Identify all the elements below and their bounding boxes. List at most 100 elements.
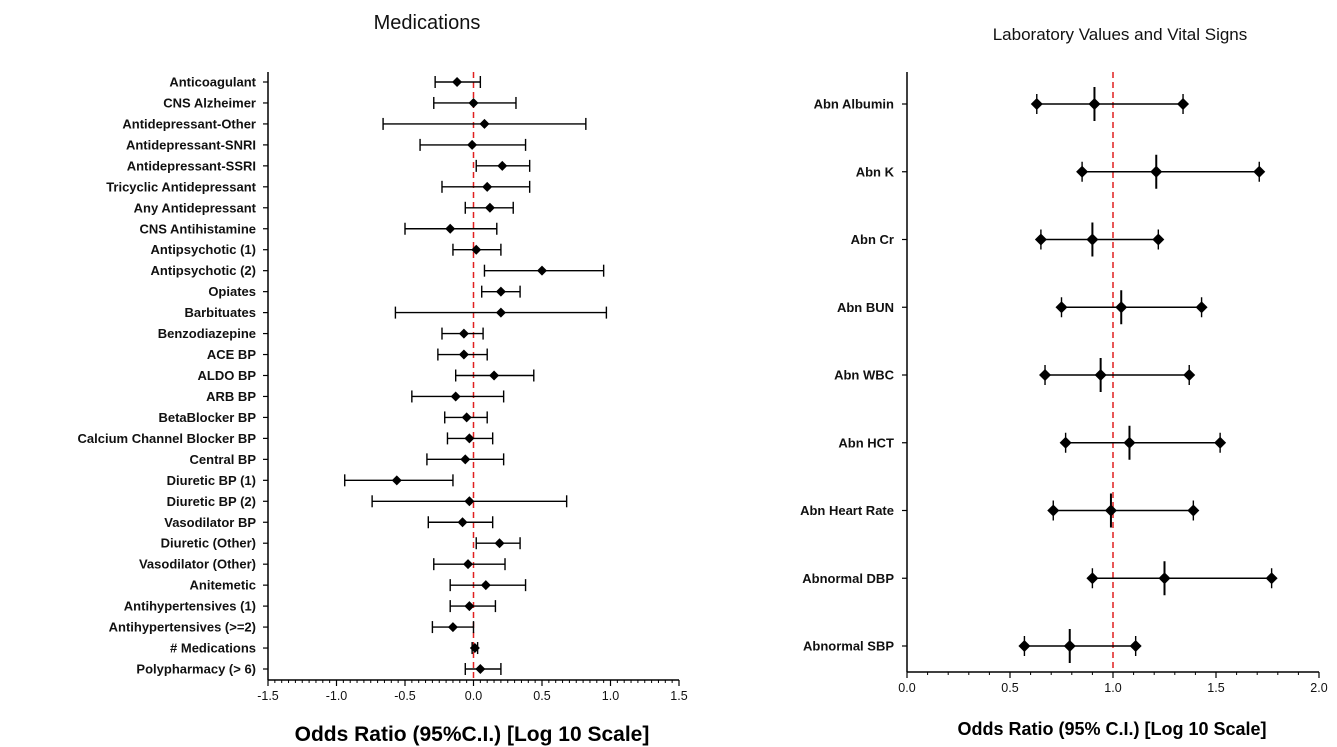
estimate-marker (464, 496, 475, 507)
ci-lower-marker (1018, 640, 1031, 652)
estimate-marker (1086, 233, 1099, 246)
ci-upper-marker (1253, 165, 1266, 178)
medications-x-axis-title: Odds Ratio (95%C.I.) [Log 10 Scale] (295, 723, 650, 746)
medications-chart-title: Medications (374, 12, 481, 34)
category-label: ALDO BP (198, 368, 257, 383)
medications-panel: Medications -1.5 -1.0 -0.5 0.0 0.5 1.0 1.5 Anti… (78, 12, 688, 746)
category-label: Antidepressant-SSRI (127, 158, 256, 173)
estimate-marker (461, 412, 472, 423)
category-label: Antidepressant-SNRI (126, 137, 256, 152)
ci-lower-marker (1055, 301, 1068, 314)
estimate-marker (469, 643, 480, 654)
category-label: Abn K (856, 164, 895, 179)
estimate-marker (1123, 436, 1136, 449)
category-label: Barbituates (184, 305, 256, 320)
category-label: Abn HCT (838, 435, 894, 450)
category-label: Abn Heart Rate (800, 503, 894, 518)
estimate-marker (475, 664, 486, 674)
estimate-marker (452, 77, 463, 87)
estimate-marker (489, 370, 500, 381)
ci-upper-marker (1152, 233, 1165, 246)
category-label: Benzodiazepine (158, 326, 256, 341)
ci-upper-marker (1183, 369, 1196, 381)
category-label: Anticoagulant (169, 75, 256, 90)
category-label: Diuretic BP (2) (167, 494, 256, 509)
category-label: Polypharmacy (> 6) (136, 662, 256, 677)
category-label: BetaBlocker BP (158, 410, 256, 425)
estimate-marker (445, 223, 456, 234)
estimate-marker (460, 454, 471, 465)
category-label: ARB BP (206, 389, 256, 404)
estimate-marker (468, 97, 479, 108)
ci-lower-marker (1039, 369, 1052, 381)
estimate-marker (479, 118, 490, 129)
lab-vitals-x-axis-title: Odds Ratio (95% C.I.) [Log 10 Scale] (957, 719, 1266, 739)
x-tick-label: 0.5 (533, 689, 550, 703)
medications-plot-area: -1.5 -1.0 -0.5 0.0 0.5 1.0 1.5 Anticoagulant CNS… (78, 72, 688, 703)
estimate-marker (1088, 98, 1101, 110)
ci-upper-marker (1265, 572, 1278, 585)
category-label: CNS Alzheimer (163, 95, 256, 110)
estimate-marker (1115, 301, 1128, 314)
ci-lower-marker (1047, 504, 1060, 517)
category-label: Calcium Channel Blocker BP (78, 431, 257, 446)
category-label: Abnormal SBP (803, 639, 894, 654)
lab-vitals-panel: Laboratory Values and Vital Signs 0.0 0.5… (800, 25, 1328, 739)
estimate-marker (464, 601, 475, 612)
estimate-marker (471, 244, 482, 255)
ci-lower-marker (1076, 165, 1089, 178)
estimate-marker (484, 202, 495, 213)
category-label: Antipsychotic (2) (151, 263, 256, 278)
x-tick-label: 1.5 (670, 689, 687, 703)
ci-upper-marker (1177, 98, 1190, 110)
category-label: ACE BP (207, 347, 256, 362)
estimate-marker (458, 349, 469, 360)
ci-lower-marker (1034, 233, 1047, 246)
category-label: Antipsychotic (1) (151, 242, 256, 257)
x-tick-label: -1.0 (326, 689, 348, 703)
category-label: Abnormal DBP (802, 571, 894, 586)
x-tick-label: 0.0 (465, 689, 482, 703)
estimate-marker (1158, 572, 1171, 585)
estimate-marker (1150, 165, 1163, 178)
estimate-marker (391, 475, 402, 486)
ci-upper-marker (1214, 436, 1227, 449)
category-label: Vasodilator (Other) (139, 557, 256, 572)
category-label: Any Antidepressant (134, 200, 257, 215)
x-tick-label: -0.5 (394, 689, 416, 703)
lab-vitals-chart-title: Laboratory Values and Vital Signs (993, 25, 1248, 44)
estimate-marker (1063, 640, 1076, 652)
estimate-marker (537, 265, 547, 276)
category-label: Diuretic BP (1) (167, 473, 256, 488)
x-tick-label: 1.0 (1104, 681, 1121, 695)
ci-lower-marker (1086, 572, 1099, 585)
x-tick-label: 1.0 (602, 689, 619, 703)
estimate-marker (467, 139, 478, 150)
category-label: Vasodilator BP (164, 515, 256, 530)
ci-lower-marker (1030, 98, 1043, 110)
ci-upper-marker (1195, 301, 1208, 314)
estimate-marker (482, 181, 493, 192)
estimate-marker (480, 580, 491, 591)
x-tick-label: 1.5 (1207, 681, 1224, 695)
estimate-marker (497, 160, 508, 171)
category-label: Anitemetic (190, 578, 256, 593)
estimate-marker (464, 433, 475, 444)
category-label: CNS Antihistamine (139, 221, 256, 236)
category-label: Central BP (190, 452, 257, 467)
estimate-marker (495, 307, 506, 318)
x-tick-label: -1.5 (257, 689, 279, 703)
estimate-marker (494, 538, 505, 549)
estimate-marker (463, 559, 474, 570)
estimate-marker (495, 286, 506, 297)
ci-upper-marker (1129, 640, 1142, 652)
x-tick-label: 0.0 (898, 681, 915, 695)
category-label: Abn Cr (851, 232, 894, 247)
ci-lower-marker (1059, 436, 1072, 449)
estimate-marker (450, 391, 461, 402)
category-label: Abn BUN (837, 300, 894, 315)
category-label: Antihypertensives (>=2) (109, 620, 256, 635)
estimate-marker (1094, 369, 1107, 381)
category-label: Diuretic (Other) (161, 536, 256, 551)
